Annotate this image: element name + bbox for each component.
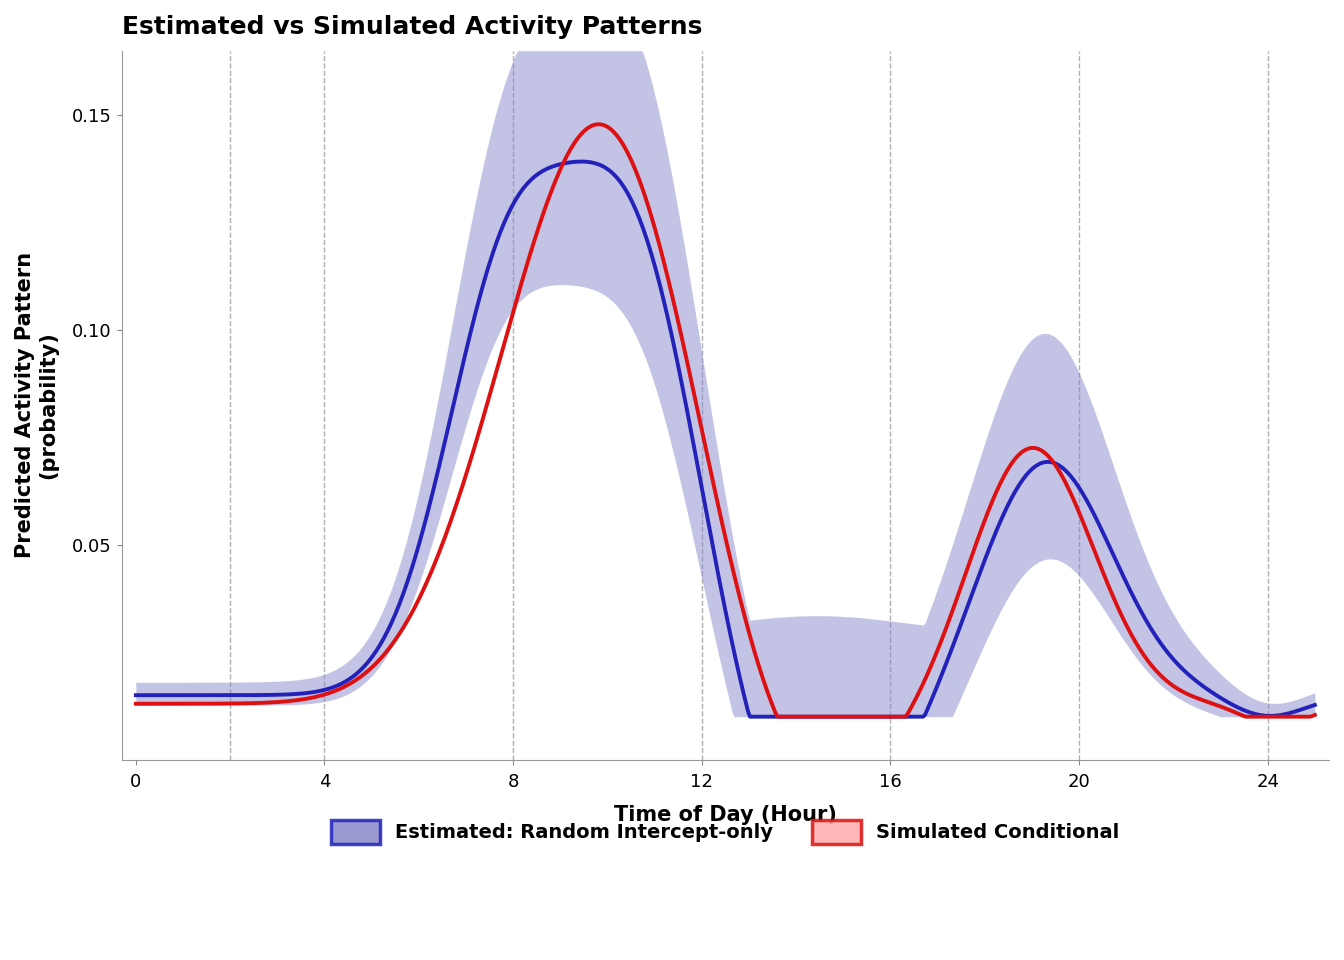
X-axis label: Time of Day (Hour): Time of Day (Hour) bbox=[614, 804, 837, 825]
Text: Estimated vs Simulated Activity Patterns: Estimated vs Simulated Activity Patterns bbox=[122, 15, 702, 39]
Y-axis label: Predicted Activity Pattern
(probability): Predicted Activity Pattern (probability) bbox=[15, 252, 58, 558]
Legend: Estimated: Random Intercept-only, Simulated Conditional: Estimated: Random Intercept-only, Simula… bbox=[312, 801, 1138, 863]
